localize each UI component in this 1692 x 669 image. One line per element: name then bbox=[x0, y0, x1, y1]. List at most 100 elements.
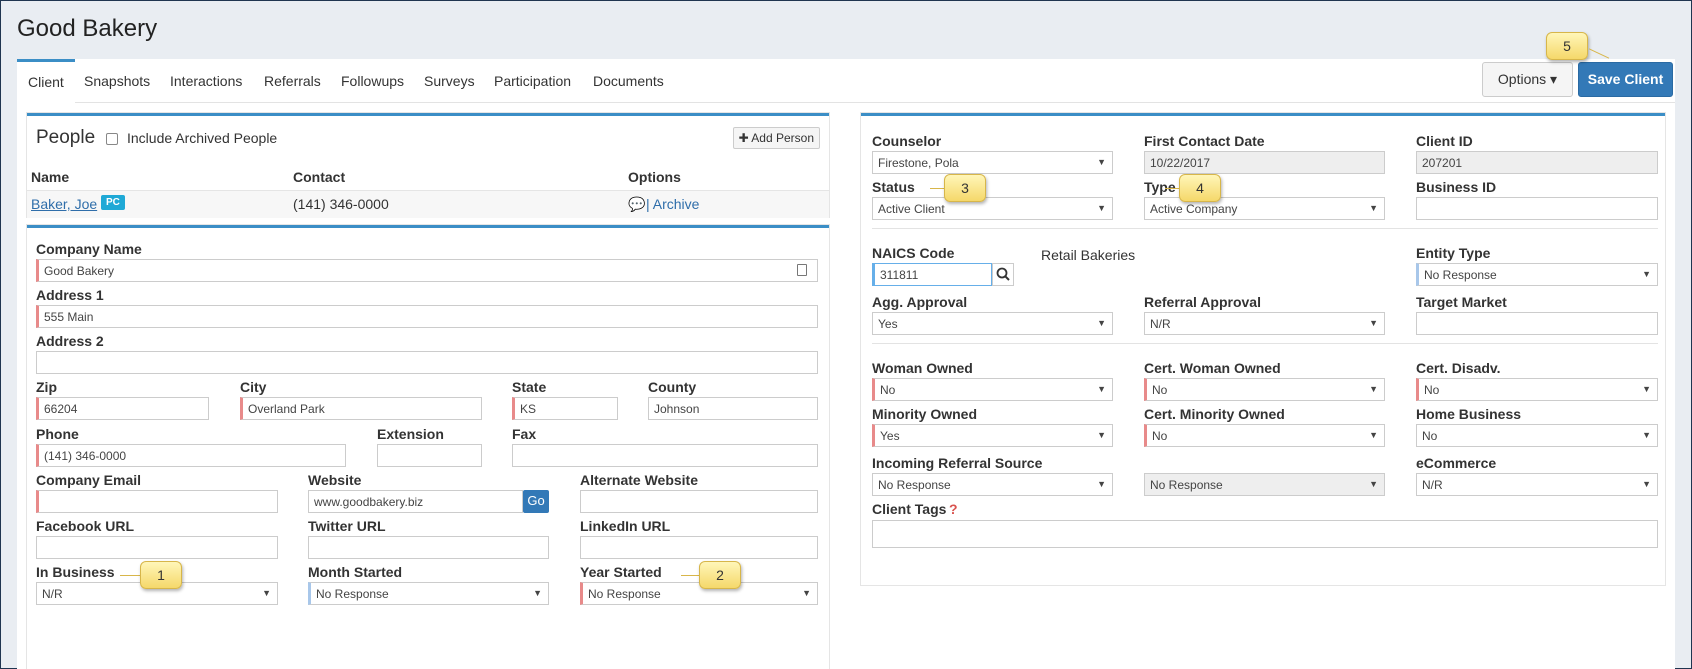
naics-search-button[interactable] bbox=[992, 263, 1014, 286]
first-contact-date-input: 10/22/2017 bbox=[1144, 151, 1385, 174]
month-started-label: Month Started bbox=[308, 564, 403, 580]
address2-label: Address 2 bbox=[36, 333, 104, 349]
tab-interactions[interactable]: Interactions bbox=[170, 73, 243, 89]
person-contact: (141) 346-0000 bbox=[293, 196, 389, 212]
facebook-url-label: Facebook URL bbox=[36, 518, 135, 534]
help-icon[interactable]: ? bbox=[949, 501, 958, 517]
person-name-link[interactable]: Baker, Joe bbox=[31, 196, 98, 212]
callout-3-pointer bbox=[930, 188, 944, 189]
woman-owned-select[interactable]: No bbox=[872, 378, 1113, 401]
first-contact-date-label: First Contact Date bbox=[1144, 133, 1265, 149]
add-person-button[interactable]: ✚ Add Person bbox=[732, 127, 820, 149]
twitter-url-input[interactable] bbox=[308, 536, 549, 559]
minority-owned-label: Minority Owned bbox=[872, 406, 977, 422]
alternate-website-input[interactable] bbox=[580, 490, 818, 513]
section-divider bbox=[872, 228, 1658, 229]
fax-label: Fax bbox=[512, 426, 537, 442]
agg-approval-label: Agg. Approval bbox=[872, 294, 968, 310]
people-panel: People Include Archived People ✚ Add Per… bbox=[27, 113, 829, 218]
tab-snapshots[interactable]: Snapshots bbox=[84, 73, 151, 89]
website-label: Website bbox=[308, 472, 362, 488]
tab-client[interactable]: Client bbox=[17, 59, 75, 103]
people-title: People bbox=[36, 127, 96, 148]
archive-link[interactable]: | Archive bbox=[646, 196, 700, 212]
month-started-select[interactable]: No Response bbox=[308, 582, 549, 605]
save-client-button[interactable]: Save Client bbox=[1578, 62, 1673, 97]
zip-input[interactable]: 66204 bbox=[36, 397, 209, 420]
linkedin-url-label: LinkedIn URL bbox=[580, 518, 671, 534]
company-name-input[interactable]: Good Bakery bbox=[36, 259, 818, 282]
cert-minority-owned-select[interactable]: No bbox=[1144, 424, 1385, 447]
home-business-label: Home Business bbox=[1416, 406, 1522, 422]
options-dropdown-button[interactable]: Options ▾ bbox=[1482, 62, 1573, 97]
table-row: Baker, Joe PC (141) 346-0000 💬 | Archive bbox=[27, 190, 829, 218]
referral-approval-select[interactable]: N/R bbox=[1144, 312, 1385, 335]
include-archived-label: Include Archived People bbox=[127, 130, 278, 146]
phone-input[interactable]: (141) 346-0000 bbox=[36, 444, 346, 467]
referral-approval-label: Referral Approval bbox=[1144, 294, 1261, 310]
cert-woman-owned-select[interactable]: No bbox=[1144, 378, 1385, 401]
client-details-panel: Counselor Firestone, Pola First Contact … bbox=[861, 113, 1665, 585]
tab-bar: Client Snapshots Interactions Referrals … bbox=[17, 59, 1675, 103]
counselor-select[interactable]: Firestone, Pola bbox=[872, 151, 1113, 174]
state-label: State bbox=[512, 379, 547, 395]
fax-input[interactable] bbox=[512, 444, 818, 467]
county-input[interactable]: Johnson bbox=[648, 397, 818, 420]
cert-woman-owned-label: Cert. Woman Owned bbox=[1144, 360, 1281, 376]
ecommerce-select[interactable]: N/R bbox=[1416, 473, 1658, 496]
zip-label: Zip bbox=[36, 379, 57, 395]
home-business-select[interactable]: No bbox=[1416, 424, 1658, 447]
client-id-label: Client ID bbox=[1416, 133, 1473, 149]
callout-1-pointer bbox=[120, 575, 140, 576]
entity-type-label: Entity Type bbox=[1416, 245, 1491, 261]
target-market-input[interactable] bbox=[1416, 312, 1658, 335]
company-email-input[interactable] bbox=[36, 490, 278, 513]
tab-documents[interactable]: Documents bbox=[593, 73, 664, 89]
contact-card-icon[interactable] bbox=[797, 264, 807, 276]
year-started-label: Year Started bbox=[580, 564, 662, 580]
linkedin-url-input[interactable] bbox=[580, 536, 818, 559]
people-column-options: Options bbox=[628, 169, 681, 185]
business-id-input[interactable] bbox=[1416, 197, 1658, 220]
client-tags-input[interactable] bbox=[872, 520, 1658, 548]
target-market-label: Target Market bbox=[1416, 294, 1507, 310]
comment-icon[interactable]: 💬 bbox=[628, 196, 646, 212]
include-archived-checkbox[interactable] bbox=[106, 133, 118, 145]
cert-disadv-select[interactable]: No bbox=[1416, 378, 1658, 401]
callout-3: 3 bbox=[944, 174, 986, 202]
address2-input[interactable] bbox=[36, 351, 818, 374]
incoming-referral-source-select[interactable]: No Response bbox=[872, 473, 1113, 496]
facebook-url-input[interactable] bbox=[36, 536, 278, 559]
entity-type-select[interactable]: No Response bbox=[1416, 263, 1658, 286]
alternate-website-label: Alternate Website bbox=[580, 472, 698, 488]
type-select[interactable]: Active Company bbox=[1144, 197, 1385, 220]
county-label: County bbox=[648, 379, 697, 395]
callout-2: 2 bbox=[699, 561, 741, 589]
incoming-referral-detail-select: No Response bbox=[1144, 473, 1385, 496]
website-input[interactable]: www.goodbakery.biz bbox=[308, 490, 523, 513]
status-select[interactable]: Active Client bbox=[872, 197, 1113, 220]
minority-owned-select[interactable]: Yes bbox=[872, 424, 1113, 447]
tab-participation[interactable]: Participation bbox=[494, 73, 572, 89]
city-label: City bbox=[240, 379, 267, 395]
website-go-button[interactable]: Go bbox=[523, 490, 549, 513]
counselor-label: Counselor bbox=[872, 133, 942, 149]
tab-referrals[interactable]: Referrals bbox=[264, 73, 321, 89]
cert-disadv-label: Cert. Disadv. bbox=[1416, 360, 1501, 376]
tab-followups[interactable]: Followups bbox=[341, 73, 405, 89]
year-started-select[interactable]: No Response bbox=[580, 582, 818, 605]
client-tags-label: Client Tags bbox=[872, 501, 947, 517]
address1-input[interactable]: 555 Main bbox=[36, 305, 818, 328]
twitter-url-label: Twitter URL bbox=[308, 518, 386, 534]
city-input[interactable]: Overland Park bbox=[240, 397, 482, 420]
extension-input[interactable] bbox=[377, 444, 482, 467]
incoming-referral-source-label: Incoming Referral Source bbox=[872, 455, 1043, 471]
extension-label: Extension bbox=[377, 426, 444, 442]
tab-surveys[interactable]: Surveys bbox=[424, 73, 475, 89]
agg-approval-select[interactable]: Yes bbox=[872, 312, 1113, 335]
callout-1: 1 bbox=[140, 561, 182, 589]
state-input[interactable]: KS bbox=[512, 397, 618, 420]
people-column-contact: Contact bbox=[293, 169, 346, 185]
naics-description: Retail Bakeries bbox=[1041, 247, 1136, 263]
naics-code-input[interactable]: 311811 bbox=[872, 263, 992, 286]
